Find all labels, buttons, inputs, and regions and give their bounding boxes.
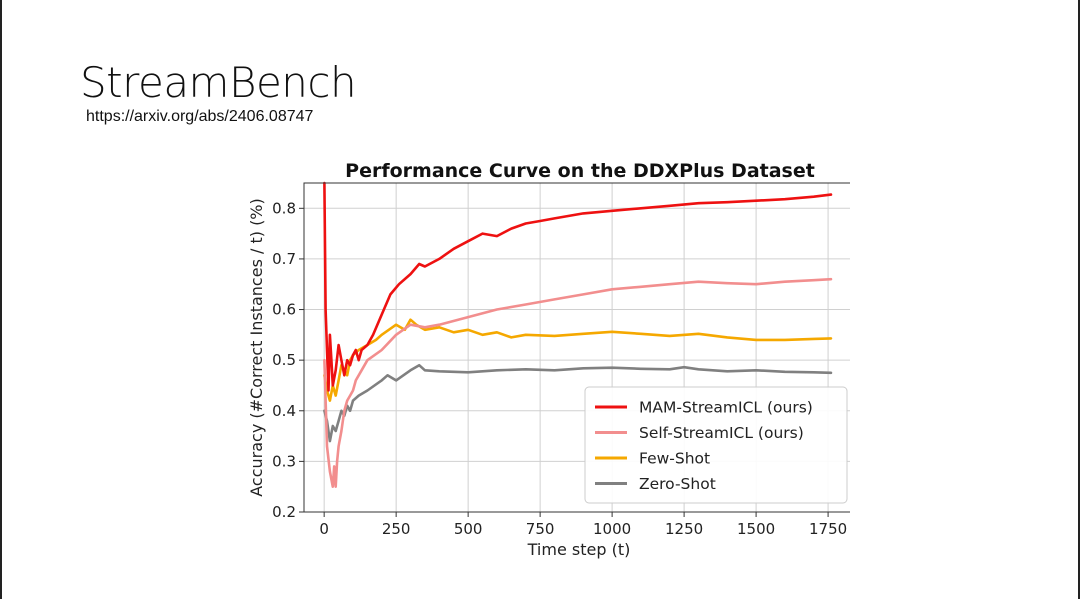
axes: 0 250 500 750 1000 1250 1500 1750 0.2 0.3 0.4 0.5 0.… (272, 199, 847, 538)
x-tick-label: 500 (454, 520, 483, 538)
series-line-zero-shot (323, 363, 833, 443)
y-tick-label: 0.8 (272, 199, 296, 217)
y-tick-label: 0.3 (272, 452, 296, 470)
series-lines (323, 181, 833, 489)
legend-label: Zero-Shot (639, 475, 716, 493)
x-tick-label: 1750 (809, 520, 847, 538)
x-tick-label: 1500 (737, 520, 775, 538)
legend-label: Few-Shot (639, 450, 710, 468)
legend-label: Self-StreamICL (ours) (639, 424, 804, 442)
y-tick-label: 0.4 (272, 402, 296, 420)
series-line-self-streamicl-ours (323, 277, 833, 489)
y-tick-label: 0.2 (272, 503, 296, 521)
y-tick-label: 0.6 (272, 301, 296, 319)
y-axis-label: Accuracy (#Correct Instances / t) (%) (247, 198, 266, 497)
x-tick-label: 1000 (593, 520, 631, 538)
chart-container: Performance Curve on the DDXPlus Dataset… (240, 150, 855, 560)
series-line-mam-streamicl-ours (323, 181, 833, 392)
left-frame-edge (0, 0, 2, 599)
legend: MAM-StreamICL (ours) Self-StreamICL (ours… (584, 386, 848, 504)
y-tick-label: 0.7 (272, 250, 296, 268)
x-tick-label: 250 (382, 520, 411, 538)
legend-label: MAM-StreamICL (ours) (639, 399, 813, 417)
slide-title: StreamBench (80, 58, 357, 107)
right-frame-edge (1078, 0, 1080, 599)
y-tick-label: 0.5 (272, 351, 296, 369)
legend-box (584, 386, 848, 504)
x-axis-label: Time step (t) (527, 540, 631, 559)
slide-subtitle-link[interactable]: https://arxiv.org/abs/2406.08747 (86, 108, 314, 125)
performance-chart: Performance Curve on the DDXPlus Dataset… (247, 160, 855, 559)
x-tick-label: 0 (319, 520, 329, 538)
chart-title: Performance Curve on the DDXPlus Dataset (345, 160, 815, 182)
x-tick-label: 1250 (665, 520, 703, 538)
x-tick-label: 750 (526, 520, 555, 538)
